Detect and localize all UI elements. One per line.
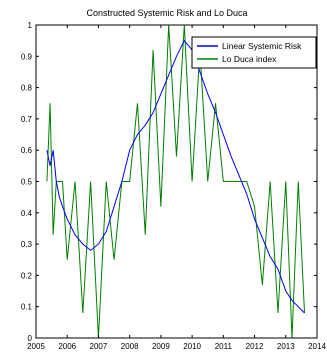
x-tick-label: 2009 bbox=[152, 342, 170, 351]
x-tick-label: 2012 bbox=[246, 342, 264, 351]
x-tick-label: 2010 bbox=[183, 342, 201, 351]
y-tick-label: 0.5 bbox=[21, 178, 33, 187]
y-tick-label: 0.6 bbox=[21, 146, 33, 155]
legend-label-1: Lo Duca index bbox=[222, 54, 277, 64]
legend-box bbox=[191, 36, 317, 69]
y-tick-label: 1 bbox=[28, 21, 33, 30]
x-tick-label: 2008 bbox=[121, 342, 139, 351]
x-tick-label: 2011 bbox=[215, 342, 233, 351]
plot-frame bbox=[35, 24, 318, 339]
x-tick-label: 2014 bbox=[308, 342, 326, 351]
x-tick-label: 2006 bbox=[58, 342, 76, 351]
y-tick-label: 0.4 bbox=[21, 209, 33, 218]
y-tick-label: 0.1 bbox=[21, 303, 33, 312]
series-line-1 bbox=[46, 25, 306, 338]
x-tick-label: 2007 bbox=[90, 342, 108, 351]
x-tick-label: 2013 bbox=[277, 342, 295, 351]
y-tick-label: 0.9 bbox=[21, 52, 33, 61]
y-tick-label: 0 bbox=[28, 334, 33, 343]
x-tick-label: 2005 bbox=[27, 342, 45, 351]
y-tick-label: 0.3 bbox=[21, 240, 33, 249]
y-tick-label: 0.7 bbox=[21, 115, 33, 124]
series-line-0 bbox=[46, 39, 305, 314]
y-tick-label: 0.2 bbox=[21, 271, 33, 280]
y-tick-label: 0.8 bbox=[21, 84, 33, 93]
chart-title: Constructed Systemic Risk and Lo Duca bbox=[86, 8, 247, 18]
legend-label-0: Linear Systemic Risk bbox=[222, 41, 302, 51]
